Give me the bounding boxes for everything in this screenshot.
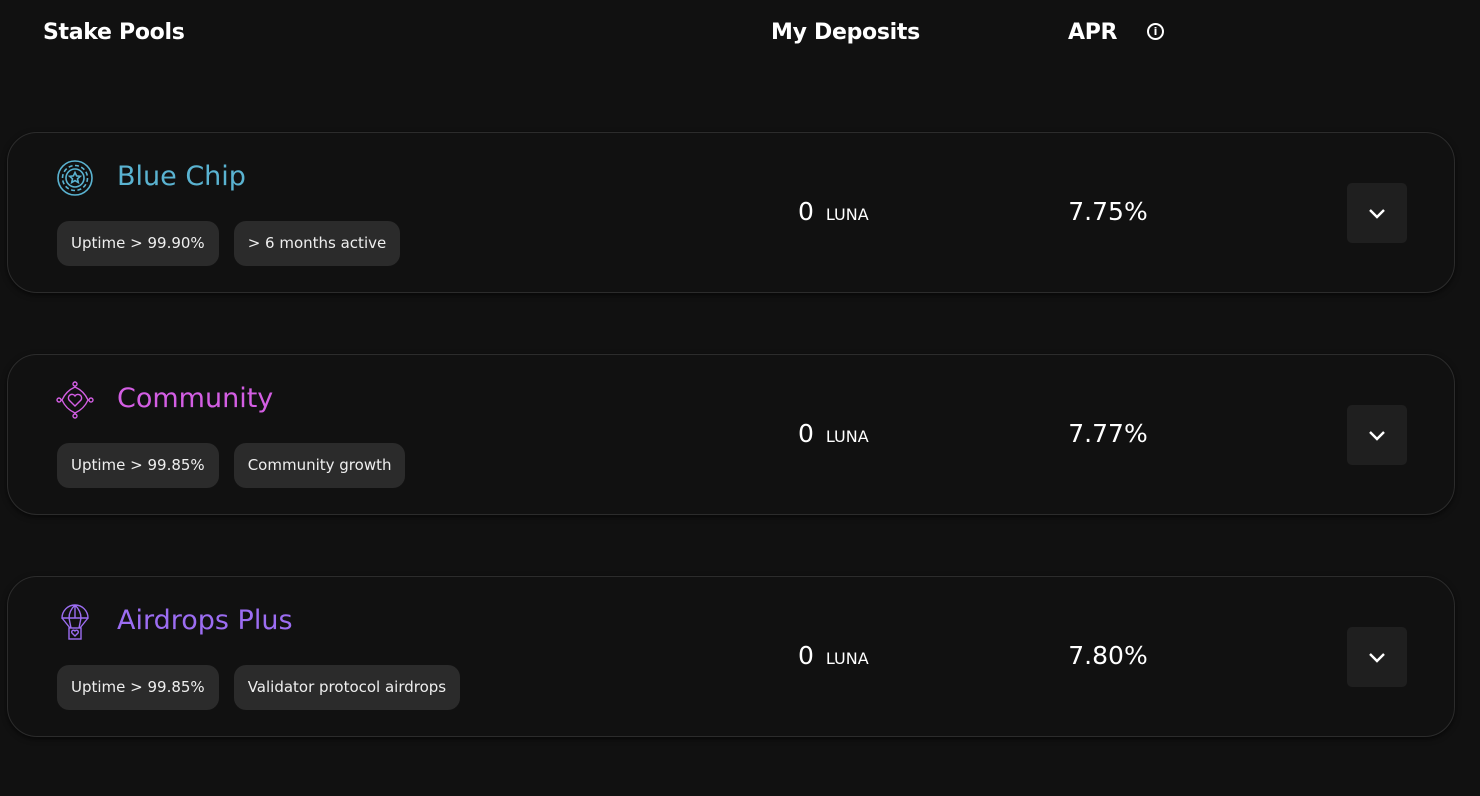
heart-network-icon bbox=[56, 381, 94, 419]
tag-feature: Validator protocol airdrops bbox=[233, 665, 461, 710]
apr-value: 7.77% bbox=[1068, 419, 1148, 448]
my-deposits-header: My Deposits bbox=[771, 20, 920, 45]
pool-card-community: Community Uptime > 99.85% Community grow… bbox=[7, 354, 1455, 515]
expand-button[interactable] bbox=[1347, 627, 1407, 687]
expand-button[interactable] bbox=[1347, 405, 1407, 465]
chevron-down-icon bbox=[1369, 431, 1385, 441]
apr-value: 7.75% bbox=[1068, 197, 1148, 226]
tag-uptime: Uptime > 99.85% bbox=[57, 665, 219, 710]
deposit-amount: 0 bbox=[798, 419, 814, 448]
tag-feature: > 6 months active bbox=[233, 221, 401, 266]
deposit-amount: 0 bbox=[798, 197, 814, 226]
pool-card-airdrops-plus: Airdrops Plus Uptime > 99.85% Validator … bbox=[7, 576, 1455, 737]
pool-name: Blue Chip bbox=[117, 161, 246, 192]
tag-uptime: Uptime > 99.85% bbox=[57, 443, 219, 488]
deposit-unit: LUNA bbox=[825, 205, 869, 224]
info-icon[interactable]: i bbox=[1147, 23, 1164, 40]
deposit-unit: LUNA bbox=[825, 649, 869, 668]
deposit-amount: 0 bbox=[798, 641, 814, 670]
expand-button[interactable] bbox=[1347, 183, 1407, 243]
apr-header: APR bbox=[1068, 20, 1118, 45]
pool-name: Community bbox=[117, 383, 274, 414]
deposit-unit: LUNA bbox=[825, 427, 869, 446]
tag-feature: Community growth bbox=[233, 443, 406, 488]
tag-uptime: Uptime > 99.90% bbox=[57, 221, 219, 266]
poker-chip-star-icon bbox=[57, 160, 93, 196]
chevron-down-icon bbox=[1369, 209, 1385, 219]
pool-name: Airdrops Plus bbox=[117, 605, 293, 636]
chevron-down-icon bbox=[1369, 653, 1385, 663]
parachute-icon bbox=[61, 604, 89, 640]
pool-card-blue-chip: Blue Chip Uptime > 99.90% > 6 months act… bbox=[7, 132, 1455, 293]
stake-pools-header: Stake Pools bbox=[43, 20, 185, 45]
apr-value: 7.80% bbox=[1068, 641, 1148, 670]
